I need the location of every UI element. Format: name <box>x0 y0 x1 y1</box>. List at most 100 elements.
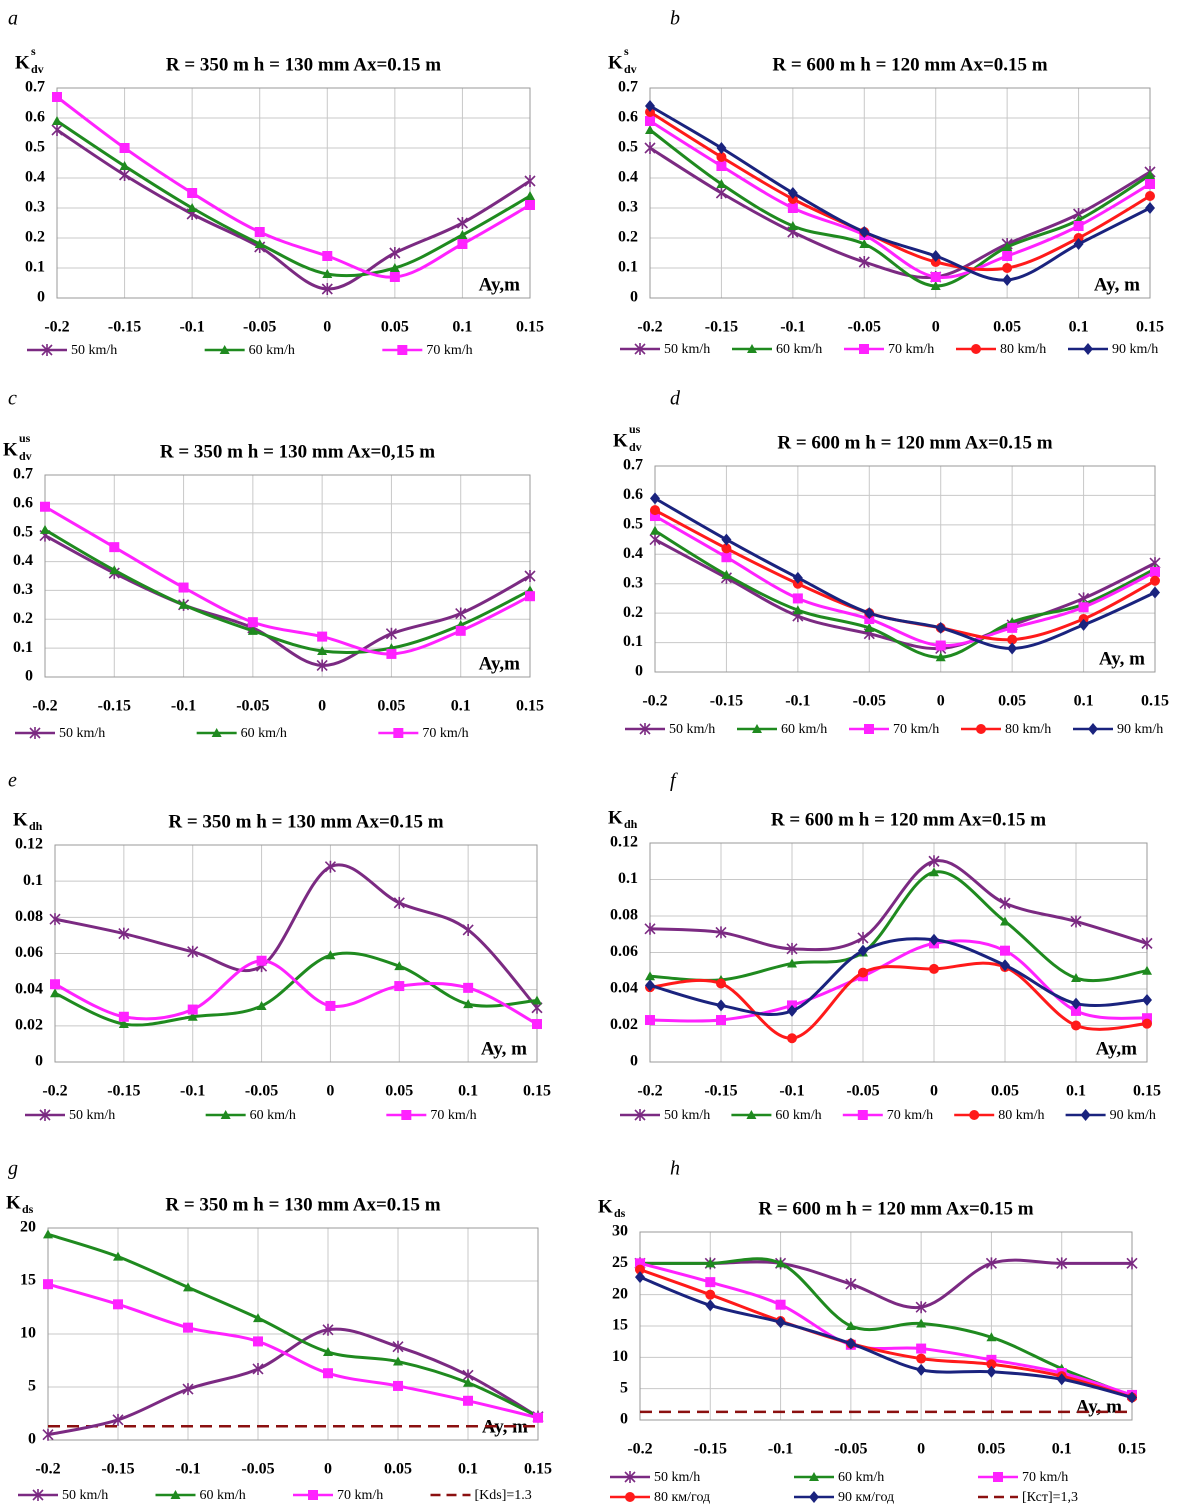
data-point <box>1056 1257 1068 1270</box>
y-tick-label: 0 <box>28 1431 36 1448</box>
legend-label: 90 km/h <box>1117 722 1163 737</box>
x-tick-label: 0.05 <box>991 1083 1019 1100</box>
data-point <box>256 1000 267 1010</box>
legend-label: 50 km/h <box>59 726 105 741</box>
y-tick-label: 0.5 <box>618 139 638 156</box>
x-tick-label: -0.05 <box>245 1083 278 1100</box>
legend-label: 80 km/h <box>1005 722 1051 737</box>
data-point <box>1007 622 1018 633</box>
data-point <box>845 1321 856 1330</box>
legend-label: 70 km/h <box>888 342 934 357</box>
data-point <box>119 143 130 153</box>
x-tick-label: 0.05 <box>384 1461 412 1478</box>
data-point <box>1145 170 1155 179</box>
legend-marker <box>624 1471 636 1483</box>
data-point <box>787 1033 797 1044</box>
legend-label: 70 km/h <box>422 726 468 741</box>
data-point <box>462 923 474 936</box>
legend-label: 60 km/h <box>781 722 827 737</box>
data-point <box>1070 915 1082 928</box>
legend-label: 90 km/h <box>1112 342 1158 357</box>
x-tick-label: 0.15 <box>523 1083 551 1100</box>
legend-label: 60 km/h <box>776 342 822 357</box>
data-point <box>935 621 946 634</box>
series-line <box>649 870 1148 983</box>
data-point <box>52 92 62 102</box>
x-tick-label: 0.15 <box>1133 1083 1161 1100</box>
x-tick-label: -0.05 <box>848 319 881 336</box>
y-tick-label: 0 <box>620 1411 628 1428</box>
plot-frame <box>649 842 1148 1063</box>
chart-title: R = 600 m h = 120 mm Ax=0.15 m <box>772 54 1047 75</box>
x-axis-label: Ay, m <box>1099 648 1145 669</box>
x-tick-label: 0 <box>932 319 940 336</box>
legend-label: 70 km/h <box>893 722 939 737</box>
data-point <box>109 542 120 553</box>
y-axis-label: K <box>613 430 628 451</box>
legend-marker <box>32 1489 44 1501</box>
y-tick-label: 0.04 <box>610 980 638 997</box>
data-point <box>463 999 474 1009</box>
data-point <box>716 978 726 989</box>
x-tick-label: 0.1 <box>1052 1441 1072 1458</box>
y-tick-label: 20 <box>20 1219 36 1236</box>
legend-label: 50 km/h <box>69 1108 115 1123</box>
data-point <box>705 1289 716 1300</box>
data-point <box>317 646 328 656</box>
data-point <box>187 945 199 958</box>
series-line <box>54 951 538 1027</box>
y-axis-label-sup: us <box>19 431 31 445</box>
x-tick-label: -0.1 <box>768 1441 793 1458</box>
data-point <box>721 543 732 554</box>
data-point <box>721 569 732 579</box>
data-point <box>324 860 336 873</box>
y-tick-label: 0.6 <box>25 109 45 126</box>
data-point <box>385 627 397 640</box>
data-point <box>986 1359 997 1370</box>
series-line <box>54 959 538 1026</box>
data-point <box>49 913 61 926</box>
data-point <box>1071 1005 1081 1016</box>
data-point <box>455 607 467 620</box>
y-tick-label: 0.6 <box>623 486 643 503</box>
data-point <box>1002 242 1013 251</box>
data-point <box>533 1412 543 1423</box>
data-point <box>845 1337 856 1350</box>
y-tick-label: 0.1 <box>618 870 638 887</box>
panel-label: g <box>8 1158 18 1180</box>
data-point <box>118 927 130 940</box>
data-point <box>645 100 655 112</box>
data-point <box>252 1362 264 1375</box>
legend-marker <box>864 724 874 734</box>
x-tick-label: 0.15 <box>1136 319 1164 336</box>
data-point <box>649 533 661 546</box>
plot-frame <box>639 1231 1133 1421</box>
data-point <box>389 247 401 259</box>
data-point <box>1145 202 1155 214</box>
x-tick-label: 0.15 <box>1141 693 1169 710</box>
data-point <box>187 1004 198 1015</box>
x-tick-label: -0.15 <box>98 698 131 715</box>
data-point <box>187 188 198 198</box>
series-line <box>649 859 1148 952</box>
data-point <box>254 227 265 237</box>
data-point <box>916 1353 927 1364</box>
series-line <box>649 961 1148 1040</box>
y-axis-label: K <box>6 1192 21 1213</box>
legend-marker <box>971 344 981 354</box>
series-line <box>649 937 1148 1016</box>
data-point <box>118 1011 129 1022</box>
data-point <box>525 200 535 210</box>
data-point <box>916 1363 927 1376</box>
data-point <box>525 591 535 602</box>
x-tick-label: -0.2 <box>637 319 662 336</box>
data-point <box>929 963 939 974</box>
legend-marker <box>219 345 230 354</box>
data-point <box>930 281 941 290</box>
data-point <box>119 161 130 170</box>
plot-frame <box>649 87 1151 299</box>
y-tick-label: 0.7 <box>618 79 638 96</box>
data-point <box>393 896 405 909</box>
data-point <box>113 1299 123 1310</box>
y-tick-label: 0.2 <box>25 229 45 246</box>
